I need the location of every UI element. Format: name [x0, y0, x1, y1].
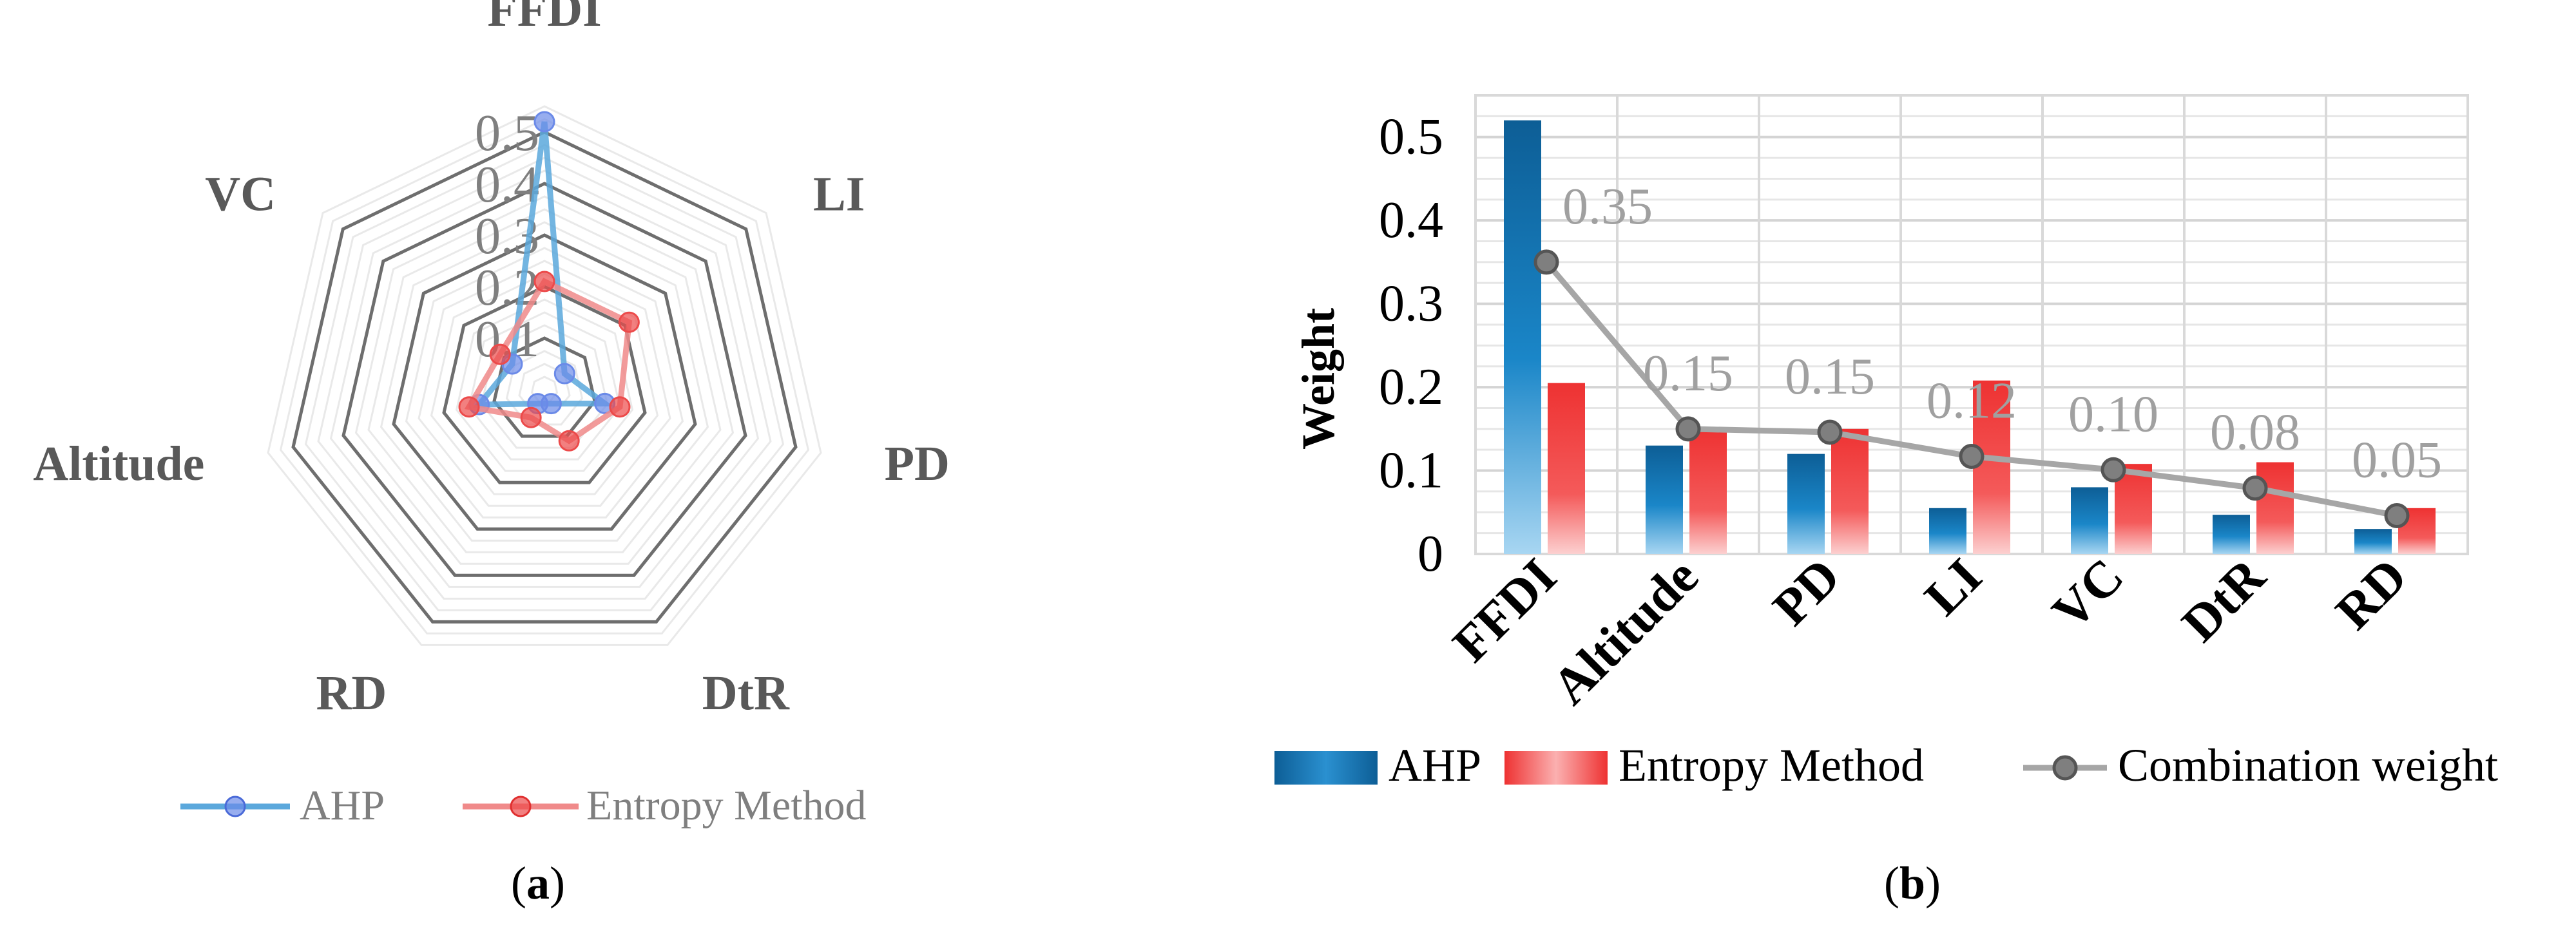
series-entropy-method-point-ffdi	[533, 271, 555, 292]
bar-ahp-dtr	[2213, 515, 2250, 554]
bar-ahp-vc	[2071, 487, 2108, 554]
axis-label-dtr: DtR	[702, 666, 790, 720]
radar-minor-ring	[430, 272, 659, 495]
radar-minor-ring	[354, 195, 735, 565]
x-tick-label-ffdi: FFDI	[1443, 548, 1568, 673]
bar-entropy-li	[1973, 380, 2010, 554]
bar-ahp-li	[1929, 508, 1966, 554]
combination-line: 0.35 0.15 0.15 0.12 0.10 0.08 0.05	[1533, 178, 2442, 528]
axis-label-ffdi: FFDI	[487, 0, 601, 37]
panel-b-label: (b)	[1884, 857, 1941, 909]
radial-tick-label: 0.5	[475, 105, 539, 162]
y-tick-label: 0.4	[1379, 192, 1443, 249]
data-label-ffdi: 0.35	[1562, 178, 1653, 235]
bar-chart-panel-b: 0 0.1 0.2 0.3 0.4 0.5 0.35 0.15 0.15 0.12 0.10 0.0…	[1274, 94, 2498, 909]
bar-bars	[1504, 120, 2436, 554]
data-label-pd: 0.15	[1785, 348, 1875, 405]
bar-entropy-pd	[1831, 428, 1869, 554]
radar-major-ring	[291, 130, 798, 624]
bar-legend: AHP Entropy Method Combination weight	[1274, 739, 2498, 791]
bar-entropy-ffdi	[1548, 383, 1585, 554]
legend-entropy-label: Entropy Method	[1619, 739, 1924, 791]
bar-entropy-dtr	[2256, 462, 2294, 554]
series-entropy-method-point-pd	[609, 396, 631, 418]
y-axis-label: Weight	[1293, 308, 1344, 450]
legend-entropy-swatch	[1504, 751, 1608, 785]
combination-point-ffdi	[1533, 249, 1559, 275]
radar-grid	[267, 105, 822, 646]
bar-entropy-altitude	[1689, 428, 1727, 554]
series-entropy-method-point-altitude	[458, 396, 480, 418]
bar-y-tick-labels: 0 0.1 0.2 0.3 0.4 0.5	[1379, 109, 1443, 582]
radar-minor-ring	[304, 144, 785, 611]
legend-combination-marker	[2052, 755, 2078, 781]
radar-axis-labels: FFDI LI PD DtR RD Altitude VC	[33, 0, 949, 720]
axis-label-vc: VC	[205, 167, 276, 221]
radar-minor-ring	[317, 157, 772, 600]
series-ahp-point-ffdi	[533, 111, 555, 133]
x-tick-label-pd: PD	[1762, 548, 1851, 637]
x-tick-label-altitude: Altitude	[1542, 548, 1709, 716]
y-tick-label: 0	[1418, 526, 1443, 582]
bar-ahp-rd	[2354, 529, 2392, 554]
radar-series	[458, 111, 640, 452]
radar-minor-ring	[279, 118, 810, 634]
data-label-vc: 0.10	[2068, 386, 2158, 443]
combination-point-altitude	[1675, 416, 1701, 442]
legend-ahp-label: AHP	[1389, 739, 1481, 791]
axis-label-li: LI	[813, 167, 865, 221]
axis-label-rd: RD	[316, 666, 387, 720]
bar-grid	[1474, 94, 2469, 555]
radar-minor-ring	[267, 105, 822, 646]
radar-minor-ring	[367, 208, 722, 553]
radar-major-ring	[341, 182, 747, 577]
radar-minor-ring	[405, 247, 684, 519]
panel-a-label: (a)	[511, 857, 565, 909]
data-label-li: 0.12	[1927, 373, 2017, 430]
radar-minor-ring	[380, 221, 709, 542]
radar-major-ring	[392, 233, 697, 531]
y-tick-label: 0.1	[1379, 443, 1443, 499]
bar-ahp-ffdi	[1504, 120, 1541, 554]
series-ahp-point-li	[553, 363, 575, 385]
combination-point-li	[1959, 444, 1985, 470]
radar-minor-ring	[418, 260, 671, 507]
radar-minor-ring	[468, 311, 621, 461]
series-entropy-method-point-vc	[489, 343, 511, 365]
data-label-dtr: 0.08	[2210, 405, 2300, 461]
radar-minor-ring	[455, 298, 634, 472]
radar-legend: AHP Entropy Method	[180, 782, 866, 829]
series-entropy-method-point-li	[618, 311, 640, 333]
legend-ahp-swatch	[1274, 751, 1378, 785]
axis-label-altitude: Altitude	[33, 437, 204, 491]
plot-frame	[1474, 94, 2469, 555]
x-tick-label-rd: RD	[2325, 548, 2418, 641]
combination-point-dtr	[2242, 475, 2268, 501]
x-tick-label-dtr: DtR	[2171, 548, 2277, 653]
data-label-altitude: 0.15	[1643, 345, 1733, 402]
combination-point-vc	[2100, 457, 2126, 482]
radar-chart-panel-a: 0.10.20.30.40.5 FFDILIPDDtRRDAltitudeVC …	[33, 0, 949, 909]
combination-point-rd	[2384, 502, 2410, 528]
x-tick-label-li: LI	[1914, 548, 1993, 627]
series-entropy-method-point-rd	[520, 406, 542, 428]
y-tick-label: 0.2	[1379, 359, 1443, 415]
legend-combination-label: Combination weight	[2118, 739, 2498, 791]
y-tick-label: 0.3	[1379, 276, 1443, 332]
radar-minor-ring	[329, 169, 760, 588]
y-tick-label: 0.5	[1379, 109, 1443, 166]
bar-ahp-pd	[1787, 453, 1825, 554]
legend-entropy-marker	[510, 796, 532, 817]
radial-tick-label: 0.4	[475, 157, 539, 213]
series-entropy-method-point-dtr	[558, 430, 580, 452]
combination-point-pd	[1817, 419, 1843, 445]
bar-ahp-altitude	[1646, 445, 1683, 554]
x-tick-label-vc: VC	[2042, 548, 2135, 641]
axis-label-pd: PD	[885, 437, 950, 491]
legend-ahp-marker	[224, 796, 246, 817]
legend-ahp-label: AHP	[300, 782, 385, 829]
data-label-rd: 0.05	[2352, 432, 2442, 488]
legend-entropy-label: Entropy Method	[586, 782, 866, 829]
